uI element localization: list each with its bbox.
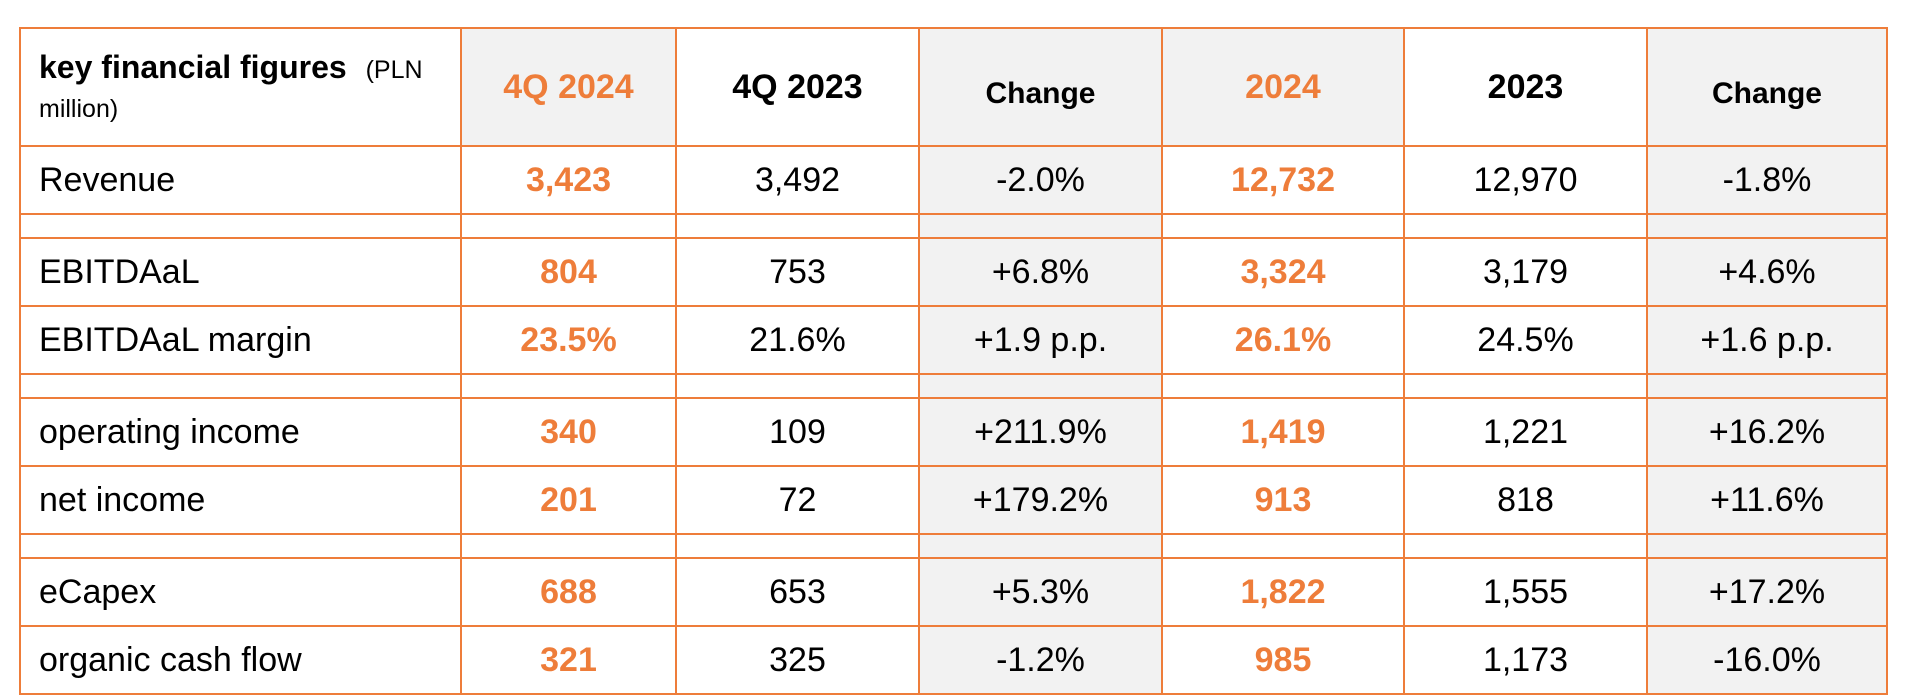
value-2024: 26.1% <box>1161 305 1405 375</box>
spacer-cell <box>19 533 462 559</box>
value-4q-2024: 804 <box>460 237 677 307</box>
row-label: operating income <box>19 397 462 467</box>
spacer-cell <box>1646 373 1888 399</box>
row-label: eCapex <box>19 557 462 627</box>
value-2023: 3,179 <box>1403 237 1648 307</box>
table-row-ecapex: eCapex 688 653 +5.3% 1,822 1,555 +17.2% <box>19 557 1888 627</box>
header-row: key financial figures (PLN million) 4Q 2… <box>19 27 1888 147</box>
column-header-4q-2024: 4Q 2024 <box>460 27 677 147</box>
value-quarter-change: -2.0% <box>918 145 1163 215</box>
value-2023: 1,221 <box>1403 397 1648 467</box>
value-4q-2023: 3,492 <box>675 145 920 215</box>
spacer-cell <box>918 533 1163 559</box>
table-title: key financial figures <box>39 48 347 85</box>
value-quarter-change: +211.9% <box>918 397 1163 467</box>
table-unit: (PLN million) <box>39 55 423 123</box>
spacer-cell <box>460 213 677 239</box>
value-4q-2024: 340 <box>460 397 677 467</box>
value-4q-2023: 325 <box>675 625 920 695</box>
spacer-cell <box>460 373 677 399</box>
value-2024: 985 <box>1161 625 1405 695</box>
value-year-change: +1.6 p.p. <box>1646 305 1888 375</box>
table-row-revenue: Revenue 3,423 3,492 -2.0% 12,732 12,970 … <box>19 145 1888 215</box>
column-header-2024: 2024 <box>1161 27 1405 147</box>
spacer-cell <box>675 373 920 399</box>
value-2024: 1,419 <box>1161 397 1405 467</box>
value-year-change: +11.6% <box>1646 465 1888 535</box>
value-4q-2024: 3,423 <box>460 145 677 215</box>
spacer-cell <box>918 373 1163 399</box>
spacer-cell <box>918 213 1163 239</box>
value-2024: 12,732 <box>1161 145 1405 215</box>
value-year-change: +4.6% <box>1646 237 1888 307</box>
spacer-cell <box>1161 373 1405 399</box>
spacer-cell <box>1161 213 1405 239</box>
column-header-year-change: Change <box>1646 27 1888 147</box>
spacer-cell <box>1646 213 1888 239</box>
row-label: net income <box>19 465 462 535</box>
row-label: EBITDAaL margin <box>19 305 462 375</box>
spacer-cell <box>1403 373 1648 399</box>
table-title-cell: key financial figures (PLN million) <box>19 27 462 147</box>
value-2023: 24.5% <box>1403 305 1648 375</box>
value-4q-2024: 201 <box>460 465 677 535</box>
value-quarter-change: +179.2% <box>918 465 1163 535</box>
table-row-operating-income: operating income 340 109 +211.9% 1,419 1… <box>19 397 1888 467</box>
value-2023: 1,173 <box>1403 625 1648 695</box>
table-row-ebitdaal: EBITDAaL 804 753 +6.8% 3,324 3,179 +4.6% <box>19 237 1888 307</box>
value-year-change: -1.8% <box>1646 145 1888 215</box>
value-4q-2023: 753 <box>675 237 920 307</box>
value-year-change: +16.2% <box>1646 397 1888 467</box>
value-2024: 913 <box>1161 465 1405 535</box>
value-2023: 818 <box>1403 465 1648 535</box>
financial-figures-table: key financial figures (PLN million) 4Q 2… <box>19 27 1888 695</box>
value-2023: 12,970 <box>1403 145 1648 215</box>
value-4q-2023: 653 <box>675 557 920 627</box>
spacer-cell <box>1403 533 1648 559</box>
value-2024: 3,324 <box>1161 237 1405 307</box>
spacer-cell <box>1646 533 1888 559</box>
value-year-change: -16.0% <box>1646 625 1888 695</box>
spacer-row <box>19 213 1888 239</box>
value-quarter-change: -1.2% <box>918 625 1163 695</box>
column-header-quarter-change: Change <box>918 27 1163 147</box>
column-header-4q-2023: 4Q 2023 <box>675 27 920 147</box>
table-row-organic-cash-flow: organic cash flow 321 325 -1.2% 985 1,17… <box>19 625 1888 695</box>
spacer-cell <box>675 533 920 559</box>
value-4q-2023: 21.6% <box>675 305 920 375</box>
spacer-cell <box>19 373 462 399</box>
value-quarter-change: +6.8% <box>918 237 1163 307</box>
spacer-cell <box>460 533 677 559</box>
spacer-cell <box>19 213 462 239</box>
value-4q-2024: 321 <box>460 625 677 695</box>
column-header-2023: 2023 <box>1403 27 1648 147</box>
value-quarter-change: +1.9 p.p. <box>918 305 1163 375</box>
value-2023: 1,555 <box>1403 557 1648 627</box>
value-4q-2023: 72 <box>675 465 920 535</box>
row-label: organic cash flow <box>19 625 462 695</box>
spacer-row <box>19 373 1888 399</box>
row-label: EBITDAaL <box>19 237 462 307</box>
value-4q-2023: 109 <box>675 397 920 467</box>
row-label: Revenue <box>19 145 462 215</box>
spacer-cell <box>1403 213 1648 239</box>
table-row-ebitdaal-margin: EBITDAaL margin 23.5% 21.6% +1.9 p.p. 26… <box>19 305 1888 375</box>
value-4q-2024: 23.5% <box>460 305 677 375</box>
spacer-cell <box>675 213 920 239</box>
value-4q-2024: 688 <box>460 557 677 627</box>
value-2024: 1,822 <box>1161 557 1405 627</box>
value-year-change: +17.2% <box>1646 557 1888 627</box>
value-quarter-change: +5.3% <box>918 557 1163 627</box>
spacer-cell <box>1161 533 1405 559</box>
table-row-net-income: net income 201 72 +179.2% 913 818 +11.6% <box>19 465 1888 535</box>
spacer-row <box>19 533 1888 559</box>
